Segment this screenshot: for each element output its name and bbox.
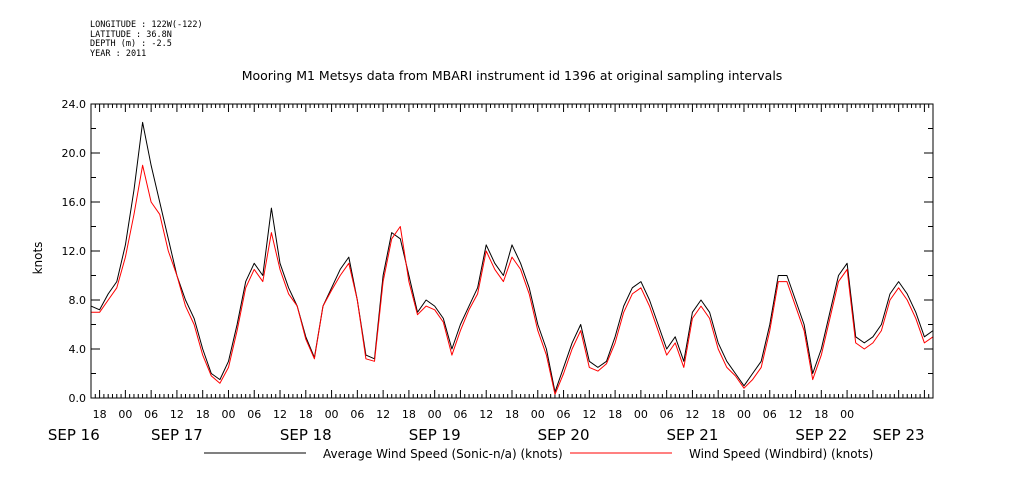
plot-frame	[90, 103, 934, 399]
x-hour-label: 06	[144, 408, 158, 421]
x-date-label: SEP 22	[795, 426, 847, 444]
x-hour-label: 06	[350, 408, 364, 421]
x-hour-label: 06	[453, 408, 467, 421]
x-hour-label: 12	[273, 408, 287, 421]
x-hour-label: 06	[763, 408, 777, 421]
x-date-label: SEP 17	[151, 426, 203, 444]
x-hour-label: 00	[221, 408, 235, 421]
y-tick-label: 20.0	[62, 147, 87, 160]
longitude-text: LONGITUDE : 122W(-122)	[90, 20, 203, 30]
mooring-metadata: LONGITUDE : 122W(-122) LATITUDE : 36.8N …	[90, 20, 203, 59]
x-date-label: SEP 20	[538, 426, 590, 444]
axes-group: 0.0 4.0 8.0 12.0 16.0 20.0 24.0 18 00 06 12 18 00 06 1…	[48, 98, 934, 444]
x-hour-label: 18	[814, 408, 828, 421]
x-hour-label: 00	[531, 408, 545, 421]
x-hour-label: 18	[93, 408, 107, 421]
x-hour-label: 12	[685, 408, 699, 421]
x-date-label: SEP 19	[409, 426, 461, 444]
x-hour-label: 00	[840, 408, 854, 421]
x-hour-label: 06	[660, 408, 674, 421]
x-hour-label: 18	[402, 408, 416, 421]
y-tick-label: 12.0	[62, 245, 87, 258]
x-hour-label: 00	[428, 408, 442, 421]
legend: Average Wind Speed (Sonic-n/a) (knots) Wi…	[204, 447, 873, 461]
x-hour-label: 18	[505, 408, 519, 421]
y-axis-label: knots	[31, 242, 45, 275]
x-date-label: SEP 16	[48, 426, 100, 444]
y-tick-label: 0.0	[69, 392, 87, 405]
latitude-text: LATITUDE : 36.8N	[90, 29, 172, 40]
x-hour-label: 12	[170, 408, 184, 421]
x-date-label: SEP 18	[280, 426, 332, 444]
chart-title: Mooring M1 Metsys data from MBARI instru…	[242, 68, 783, 83]
y-tick-label: 8.0	[69, 294, 87, 307]
legend-label: Average Wind Speed (Sonic-n/a) (knots)	[323, 447, 563, 461]
x-hour-label: 00	[634, 408, 648, 421]
x-hour-label: 12	[376, 408, 390, 421]
x-hour-label: 06	[557, 408, 571, 421]
series-line-windbird	[91, 164, 934, 395]
x-hour-label: 18	[711, 408, 725, 421]
x-hour-label: 18	[299, 408, 313, 421]
x-hour-label: 00	[737, 408, 751, 421]
series-layer	[90, 121, 934, 395]
y-tick-label: 24.0	[62, 98, 87, 111]
legend-label: Wind Speed (Windbird) (knots)	[689, 447, 873, 461]
year-text: YEAR : 2011	[90, 48, 147, 59]
x-hour-label: 18	[196, 408, 210, 421]
y-tick-label: 4.0	[69, 343, 87, 356]
x-hour-label: 12	[479, 408, 493, 421]
x-hour-label: 18	[608, 408, 622, 421]
x-date-label: SEP 23	[873, 426, 925, 444]
y-tick-label: 16.0	[62, 196, 87, 209]
x-hour-label: 00	[118, 408, 132, 421]
x-date-label: SEP 21	[666, 426, 718, 444]
x-hour-label: 06	[247, 408, 261, 421]
depth-text: DEPTH (m) : -2.5	[90, 39, 172, 49]
x-hour-label: 00	[325, 408, 339, 421]
x-hour-label: 12	[789, 408, 803, 421]
x-hour-label: 12	[582, 408, 596, 421]
series-line-average	[90, 121, 934, 393]
